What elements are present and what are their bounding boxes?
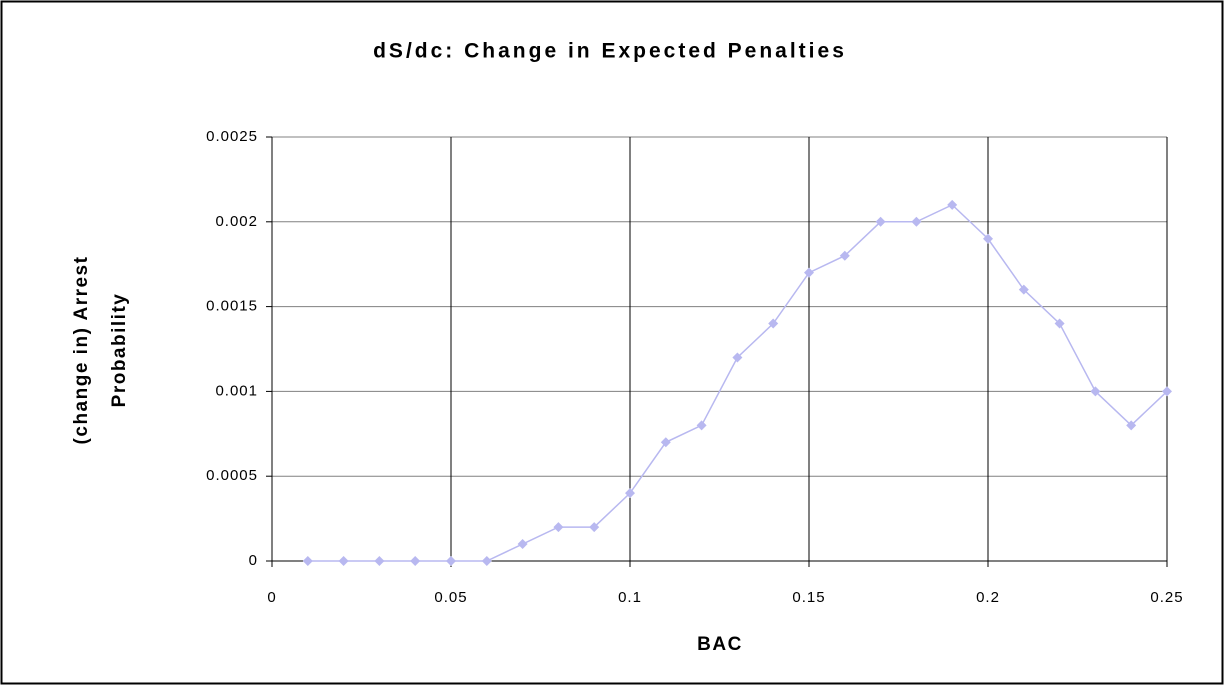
y-tick-label: 0: [249, 552, 258, 569]
x-tick-label: 0: [267, 589, 276, 606]
data-point: [660, 437, 671, 448]
x-tick-label: 0.05: [434, 589, 467, 606]
y-axis-title-line: Probability: [109, 293, 130, 408]
data-point: [1054, 318, 1065, 329]
data-point: [625, 488, 635, 499]
chart-title: dS/dc: Change in Expected Penalties: [373, 40, 847, 63]
data-point: [1018, 284, 1029, 295]
data-point: [481, 556, 492, 566]
data-point: [1126, 420, 1137, 431]
data-point: [732, 352, 743, 363]
data-point: [983, 233, 993, 244]
y-tick-label: 0.0025: [206, 128, 258, 145]
x-axis-title: BAC: [697, 634, 743, 655]
data-point: [947, 199, 958, 210]
y-tick-label: 0.001: [215, 382, 258, 399]
data-point: [302, 556, 313, 566]
data-point: [446, 556, 456, 566]
y-axis-title: (change in) Arrest Probability: [71, 256, 130, 445]
data-point: [410, 556, 421, 566]
data-point: [589, 522, 600, 533]
data-point: [517, 539, 528, 550]
y-tick-label: 0.0015: [206, 298, 258, 315]
x-tick-label: 0.25: [1150, 589, 1183, 606]
y-tick-label: 0.002: [215, 213, 258, 230]
x-tick-label: 0.15: [792, 589, 825, 606]
data-point: [839, 250, 850, 261]
data-point: [804, 267, 814, 278]
data-point: [768, 318, 779, 329]
data-point: [553, 522, 564, 533]
x-tick-label: 0.2: [976, 589, 1000, 606]
data-point: [374, 556, 385, 566]
x-tick-label: 0.1: [618, 589, 642, 606]
data-point: [338, 556, 349, 566]
data-point: [875, 216, 886, 227]
y-axis-title-line: (change in) Arrest: [71, 256, 92, 445]
y-tick-label: 0.0005: [206, 467, 258, 484]
data-point: [911, 216, 922, 227]
data-point: [1162, 386, 1172, 397]
data-point: [1090, 386, 1101, 397]
data-point: [696, 420, 707, 431]
